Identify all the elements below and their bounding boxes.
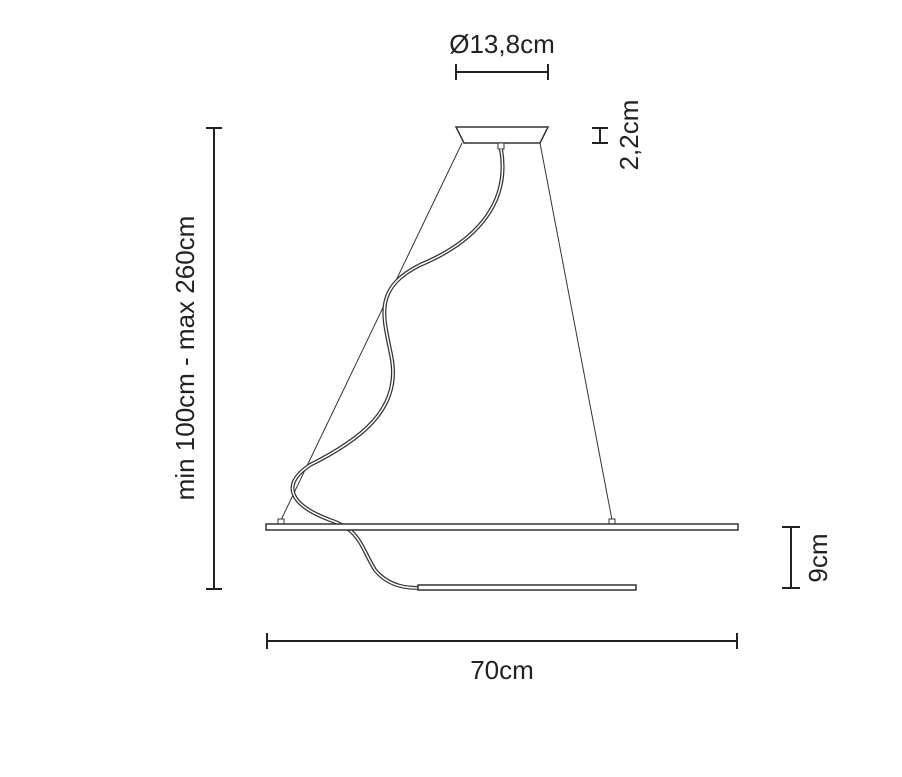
- upper-bar: [265, 523, 739, 531]
- canopy-height-dimension: [592, 127, 608, 144]
- suspension-label: min 100cm - max 260cm: [170, 216, 200, 501]
- cable: [280, 142, 463, 521]
- canopy: [454, 126, 550, 144]
- suspension-dimension: [206, 127, 222, 590]
- power-cord-highlight: [291, 148, 504, 589]
- lower-bar: [417, 584, 637, 591]
- width-dimension: [266, 633, 738, 649]
- body-height-dimension: [782, 526, 800, 589]
- power-cord: [290, 148, 505, 590]
- width-label: 70cm: [470, 655, 534, 685]
- cord-clamp: [497, 142, 505, 150]
- diameter-dimension: [455, 64, 549, 80]
- canopy-height-label: 2,2cm: [614, 100, 644, 171]
- diameter-label: Ø13,8cm: [449, 29, 555, 59]
- body-height-label: 9cm: [803, 533, 833, 582]
- cable: [539, 142, 613, 521]
